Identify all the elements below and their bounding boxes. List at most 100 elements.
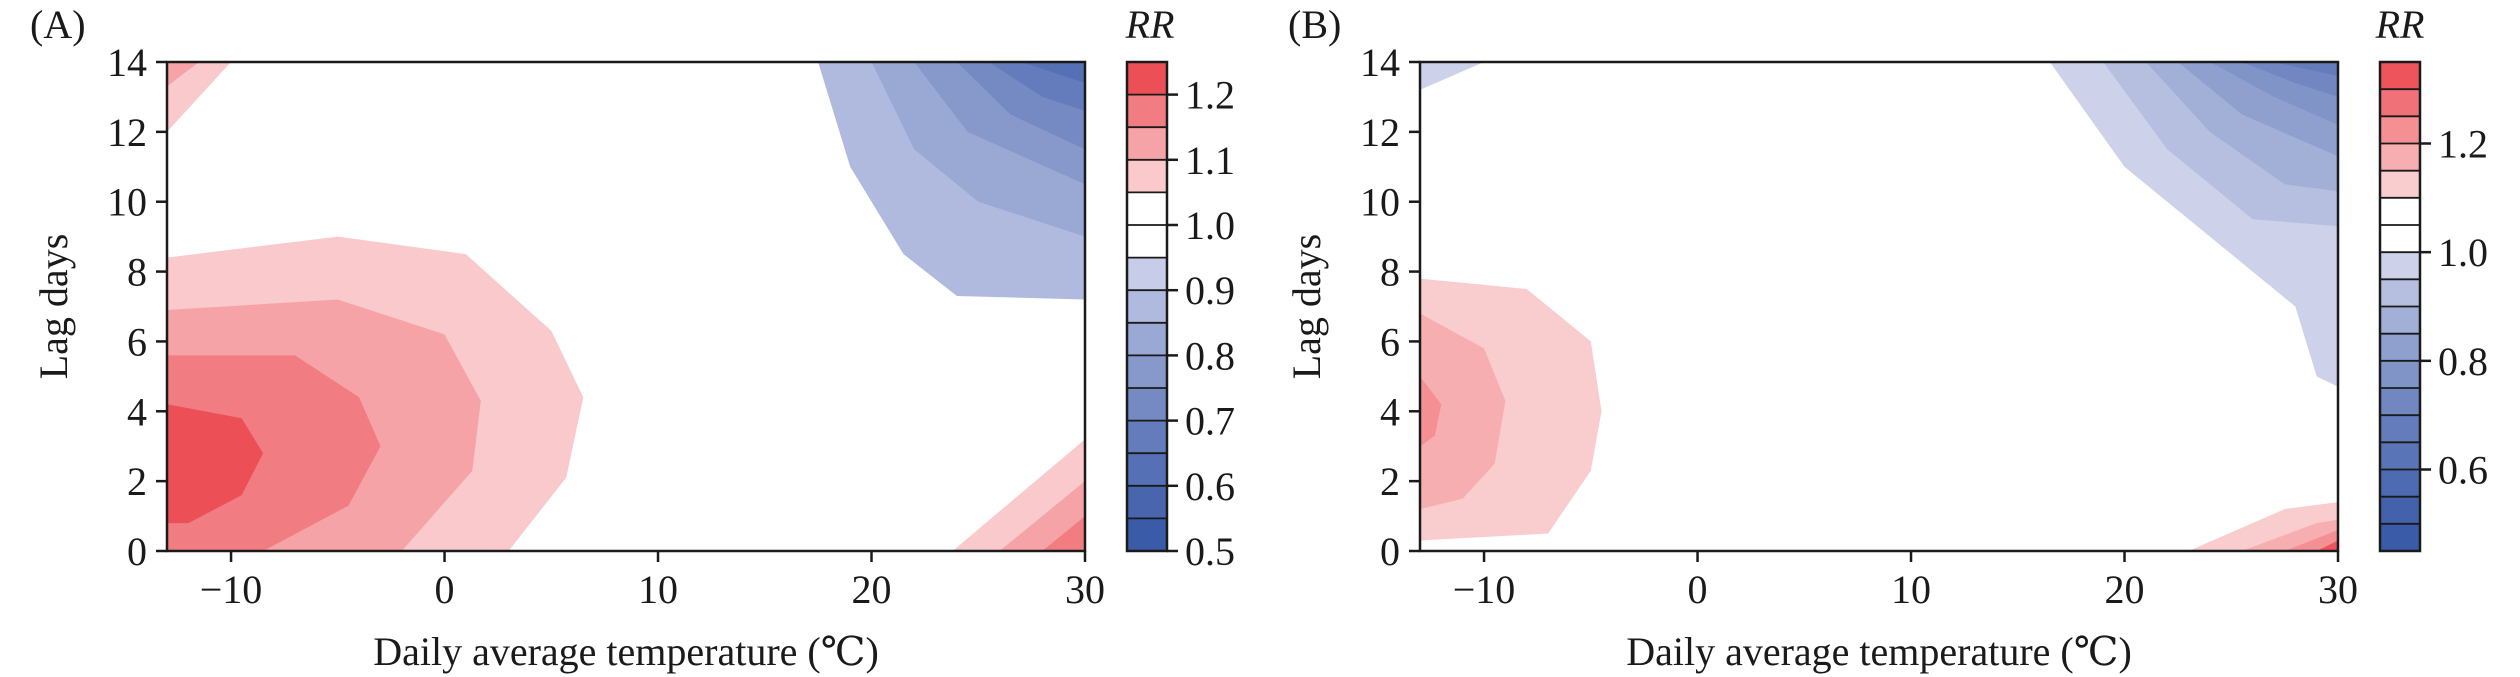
x-tick-label: 10 [638, 567, 678, 612]
y-tick-label: 14 [1360, 40, 1400, 85]
colorbar-swatch [2380, 116, 2420, 144]
colorbar-swatch [2380, 170, 2420, 198]
colorbar-swatch [1127, 192, 1167, 225]
colorbar-swatch [1127, 62, 1167, 95]
x-tick-label: 20 [2105, 567, 2145, 612]
colorbar-swatch [2380, 89, 2420, 117]
contour-regions [1420, 62, 2338, 551]
x-tick-label: 20 [852, 567, 892, 612]
x-axis-title: Daily average temperature (℃) [373, 629, 879, 674]
colorbar-swatch [2380, 333, 2420, 361]
contour-regions [167, 62, 1085, 551]
y-tick-label: 0 [127, 529, 147, 574]
colorbar-tick-label: 0.7 [1185, 399, 1235, 444]
colorbar-swatch [1127, 453, 1167, 486]
contour-region-8 [2284, 530, 2338, 551]
panel-label: (B) [1288, 2, 1341, 47]
colorbar-swatch [2380, 469, 2420, 497]
y-tick-label: 8 [127, 250, 147, 295]
y-axis-title: Lag days [31, 234, 76, 380]
contour-region-4 [1420, 62, 1484, 90]
colorbar-tick-label: 1.0 [2438, 230, 2488, 275]
colorbar-swatch [2380, 279, 2420, 307]
contour-region-5 [167, 62, 199, 87]
colorbar: 0.6 0.8 1.0 1.2 RR [2375, 2, 2488, 553]
colorbar-tick-label: 0.8 [2438, 339, 2488, 384]
colorbar-swatch [2380, 197, 2420, 225]
plot-frame [1418, 60, 2340, 553]
colorbar-swatch [1127, 388, 1167, 421]
y-tick-label: 10 [1360, 180, 1400, 225]
colorbar-tick-label: 0.6 [2438, 448, 2488, 493]
colorbar-swatch [1127, 159, 1167, 193]
contour-region-14 [1021, 62, 1085, 83]
x-tick-label: 0 [1688, 567, 1708, 612]
y-axis: 0 2 4 6 8 10 12 14 [1360, 40, 1420, 574]
colorbar-swatch [1127, 420, 1167, 454]
y-tick-label: 14 [107, 40, 147, 85]
colorbar-tick-label: 0.9 [1185, 268, 1235, 313]
colorbar-swatch [1127, 322, 1167, 356]
colorbar-frame [2378, 60, 2422, 553]
y-axis: 0 2 4 6 8 10 12 14 [107, 40, 167, 574]
y-tick-label: 12 [1360, 110, 1400, 155]
colorbar-swatch [1127, 290, 1167, 323]
contour-region-8 [1042, 516, 1085, 551]
colorbar-swatch [2380, 442, 2420, 470]
x-tick-label: 30 [1065, 567, 1105, 612]
y-tick-label: 4 [127, 389, 147, 434]
x-tick-label: 30 [2318, 567, 2358, 612]
contour-region-3 [1420, 376, 1442, 447]
y-tick-label: 6 [127, 319, 147, 364]
contour-region-3 [167, 404, 264, 524]
colorbar-frame [1125, 60, 1169, 553]
colorbar-title: RR [1125, 2, 1175, 47]
x-tick-label: −10 [200, 567, 263, 612]
colorbar-title: RR [2375, 2, 2425, 47]
contour-region-7 [999, 481, 1085, 551]
colorbar-swatch [2380, 252, 2420, 280]
colorbar-swatch [1127, 485, 1167, 519]
y-tick-label: 8 [1380, 250, 1400, 295]
colorbar-swatch [2380, 306, 2420, 334]
colorbar-swatch [1127, 257, 1167, 291]
y-tick-label: 12 [107, 110, 147, 155]
contour-region-16 [2274, 62, 2338, 76]
x-tick-label: 10 [1891, 567, 1931, 612]
x-axis: −10 0 10 20 30 [1453, 551, 2358, 612]
colorbar-swatch [2380, 62, 2420, 90]
panel-b: −10 0 10 20 30 0 2 4 6 8 10 12 14 Daily average tempe… [1284, 2, 2488, 674]
colorbar-swatch [1127, 225, 1167, 258]
colorbar-tick-label: 0.5 [1185, 529, 1235, 574]
colorbar-swatch [1127, 355, 1167, 388]
y-tick-label: 0 [1380, 529, 1400, 574]
y-tick-label: 4 [1380, 389, 1400, 434]
x-tick-label: 0 [435, 567, 455, 612]
panel-label: (A) [30, 2, 86, 47]
colorbar-tick-label: 1.2 [2438, 122, 2488, 167]
colorbar-swatch [1127, 94, 1167, 128]
colorbar-tick-label: 0.6 [1185, 464, 1235, 509]
contour-region-2 [1420, 313, 1506, 510]
y-axis-title: Lag days [1284, 234, 1329, 380]
x-axis: −10 0 10 20 30 [200, 551, 1105, 612]
colorbar-swatch [2380, 496, 2420, 524]
colorbar-swatch [2380, 388, 2420, 416]
colorbar-swatch [2380, 143, 2420, 171]
y-tick-label: 10 [107, 180, 147, 225]
colorbar-tick-label: 1.1 [1185, 138, 1235, 183]
colorbar-tick-label: 1.2 [1185, 73, 1235, 118]
colorbar-tick-label: 0.8 [1185, 333, 1235, 378]
colorbar-swatch [1127, 127, 1167, 160]
plot-frame [165, 60, 1087, 553]
colorbar: 0.5 0.6 0.7 0.8 0.9 1.0 1.1 1.2RR [1125, 2, 1235, 574]
y-tick-label: 2 [127, 459, 147, 504]
contour-region-9 [2316, 540, 2338, 551]
colorbar-swatch [1127, 518, 1167, 551]
colorbar-swatch [2380, 225, 2420, 253]
colorbar-swatch [2380, 415, 2420, 443]
y-tick-label: 6 [1380, 319, 1400, 364]
colorbar-swatch [2380, 360, 2420, 388]
y-tick-label: 2 [1380, 459, 1400, 504]
